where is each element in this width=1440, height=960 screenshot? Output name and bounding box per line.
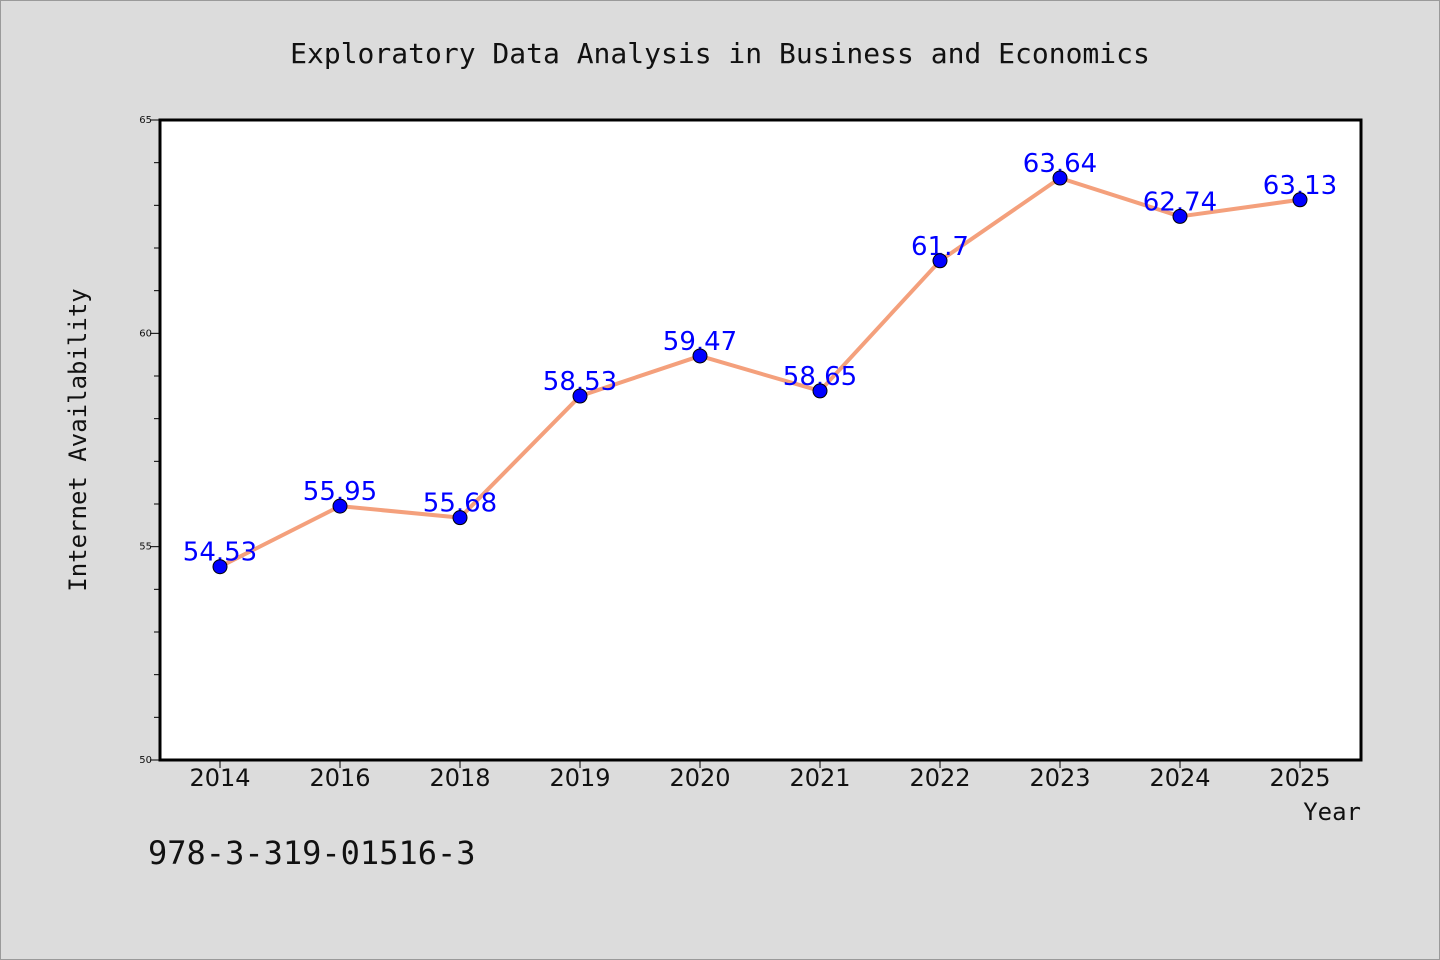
data-point [1172, 208, 1188, 224]
data-point [332, 498, 348, 514]
plot-area [158, 118, 1363, 762]
x-tick-label: 2019 [549, 764, 610, 792]
y-axis: 50 55 60 65 [139, 115, 160, 766]
data-point [1052, 170, 1068, 186]
x-tick-label: 2020 [669, 764, 730, 792]
series-markers [212, 170, 1308, 575]
x-tick-label: 2018 [429, 764, 490, 792]
y-axis-label: Internet Availability [64, 288, 92, 591]
y-tick-label: 60 [139, 328, 152, 339]
data-point [812, 383, 828, 399]
x-tick-label: 2016 [309, 764, 370, 792]
x-tick-label: 2025 [1269, 764, 1330, 792]
x-tick-label: 2021 [789, 764, 850, 792]
x-axis: 2014 2016 2018 2019 2020 2021 2022 2023 2024 2025 [189, 760, 1331, 792]
chart-title: Exploratory Data Analysis in Business an… [290, 37, 1150, 70]
isbn-text: 978-3-319-01516-3 [148, 834, 476, 872]
x-tick-label: 2024 [1149, 764, 1210, 792]
x-axis-label: Year [1303, 798, 1361, 826]
series-line [219, 176, 1301, 569]
data-point [1292, 192, 1308, 208]
y-tick-label: 50 [139, 755, 152, 766]
y-tick-label: 55 [139, 542, 152, 553]
data-point [572, 388, 588, 404]
data-point [692, 348, 708, 364]
data-point [212, 559, 228, 575]
x-tick-label: 2022 [909, 764, 970, 792]
x-tick-label: 2023 [1029, 764, 1090, 792]
data-point [452, 510, 468, 526]
x-tick-label: 2014 [189, 764, 250, 792]
y-tick-label: 65 [139, 115, 152, 126]
data-point [932, 253, 948, 269]
